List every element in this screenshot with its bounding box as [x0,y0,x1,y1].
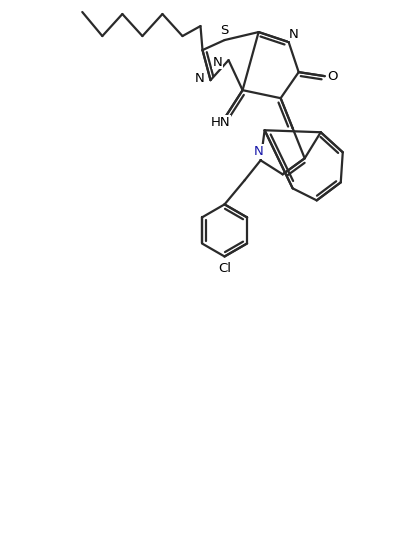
Text: N: N [289,28,298,41]
Text: O: O [328,70,338,82]
Text: N: N [194,72,204,85]
Text: S: S [221,24,229,36]
Text: N: N [254,145,263,158]
Text: N: N [213,56,222,68]
Text: HN: HN [211,116,230,129]
Text: Cl: Cl [218,262,231,275]
